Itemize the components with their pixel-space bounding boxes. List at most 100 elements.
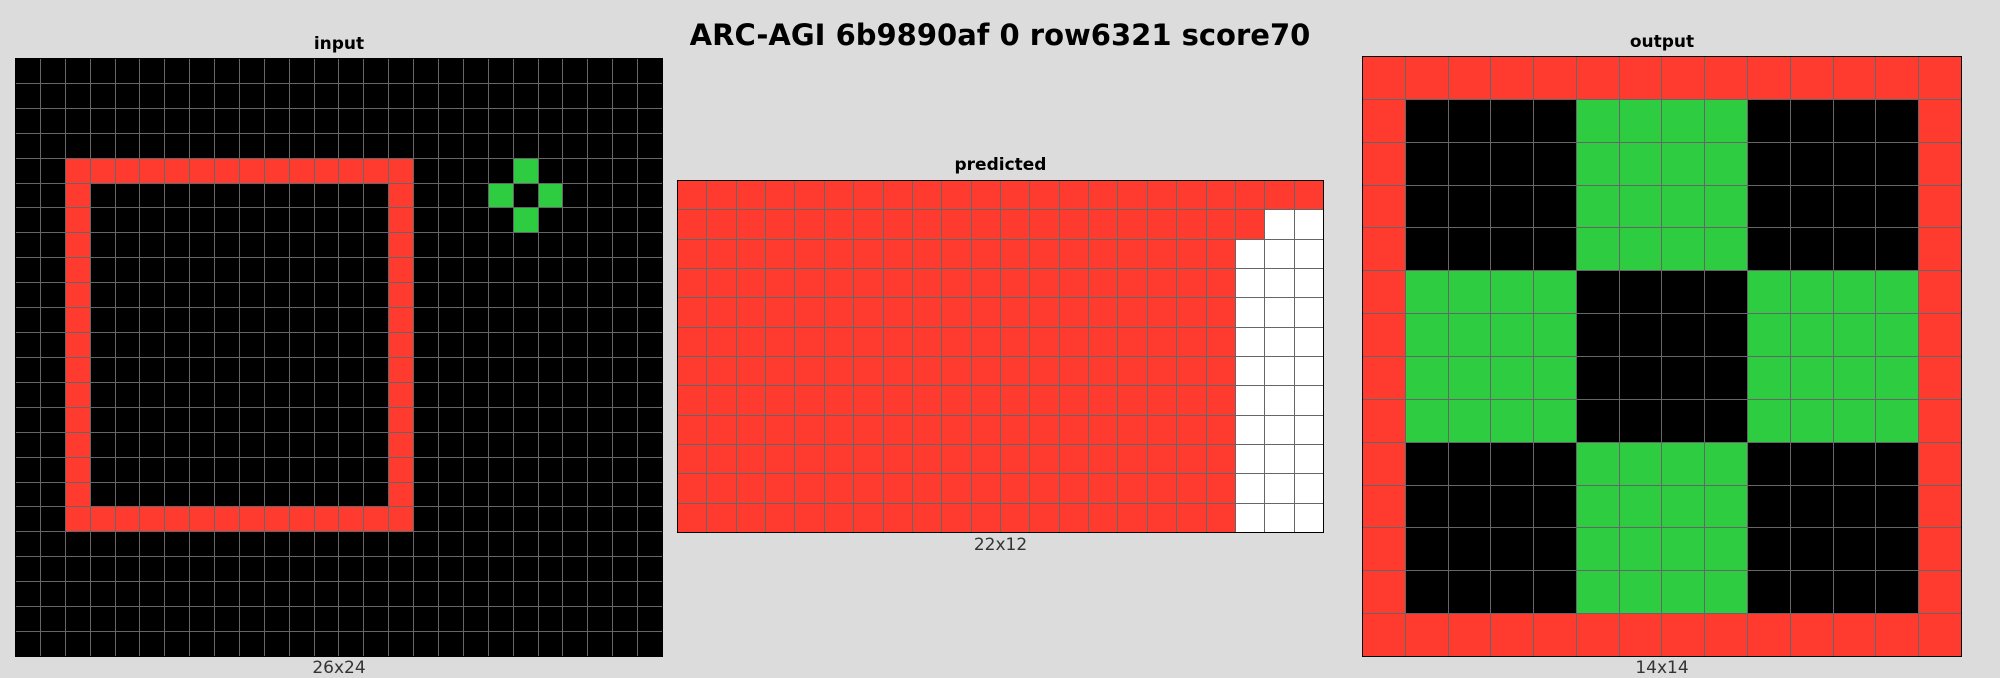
output-cell xyxy=(1491,314,1534,356)
input-cell xyxy=(588,158,613,183)
predicted-cell xyxy=(1000,474,1030,503)
input-cell xyxy=(289,333,314,357)
input-cell xyxy=(439,59,463,83)
input-cell xyxy=(264,158,289,183)
predicted-dims: 22x12 xyxy=(973,535,1028,555)
input-cell xyxy=(588,283,613,308)
predicted-cell xyxy=(1118,503,1147,532)
input-cell xyxy=(140,507,165,532)
output-cell xyxy=(1748,142,1790,185)
input-cell xyxy=(339,582,364,607)
input-cell xyxy=(339,333,364,357)
input-cell xyxy=(588,357,613,382)
output-cell xyxy=(1919,185,1961,228)
input-cell xyxy=(314,133,339,158)
input-panel: input 26x24 xyxy=(15,30,663,678)
input-cell xyxy=(65,382,90,407)
input-cell xyxy=(16,333,40,357)
input-cell xyxy=(339,258,364,283)
input-cell xyxy=(488,333,513,357)
predicted-cell xyxy=(1089,474,1118,503)
output-cell xyxy=(1363,571,1405,614)
input-cell xyxy=(40,607,65,632)
predicted-cell xyxy=(1235,357,1265,386)
input-cell xyxy=(414,357,439,382)
input-cell xyxy=(289,83,314,108)
input-cell xyxy=(289,308,314,333)
input-cell xyxy=(364,532,389,557)
input-cell xyxy=(513,457,538,482)
predicted-cell xyxy=(942,445,971,474)
input-cell xyxy=(90,183,115,208)
predicted-cell xyxy=(795,386,824,415)
predicted-cell xyxy=(854,181,883,210)
input-cell xyxy=(513,482,538,507)
input-cell xyxy=(389,308,414,333)
output-cell xyxy=(1405,185,1448,228)
input-cell xyxy=(115,183,140,208)
input-cell xyxy=(239,59,264,83)
predicted-cell xyxy=(1059,239,1089,268)
predicted-cell xyxy=(1294,386,1323,415)
input-cell xyxy=(90,59,115,83)
input-cell xyxy=(563,532,588,557)
input-cell xyxy=(239,333,264,357)
input-cell xyxy=(264,357,289,382)
input-cell xyxy=(339,283,364,308)
predicted-cell xyxy=(736,386,766,415)
predicted-cell xyxy=(942,474,971,503)
output-cell xyxy=(1705,614,1748,656)
input-cell xyxy=(239,607,264,632)
input-cell xyxy=(190,382,215,407)
input-cell xyxy=(488,308,513,333)
output-cell xyxy=(1534,357,1576,399)
input-cell xyxy=(16,183,40,208)
predicted-cell xyxy=(1147,357,1177,386)
input-cell xyxy=(488,382,513,407)
predicted-cell xyxy=(824,181,854,210)
input-cell xyxy=(414,382,439,407)
input-cell xyxy=(239,283,264,308)
predicted-cell xyxy=(707,181,736,210)
input-cell xyxy=(264,432,289,457)
input-cell xyxy=(239,83,264,108)
output-cell xyxy=(1790,357,1833,399)
input-cell xyxy=(140,432,165,457)
input-cell xyxy=(638,283,662,308)
input-cell xyxy=(414,283,439,308)
predicted-cell xyxy=(736,327,766,356)
input-cell xyxy=(90,632,115,656)
predicted-cell xyxy=(678,327,707,356)
input-cell xyxy=(165,133,190,158)
input-cell xyxy=(90,108,115,133)
input-cell xyxy=(40,333,65,357)
predicted-cell xyxy=(883,503,912,532)
predicted-cell xyxy=(1118,357,1147,386)
input-cell xyxy=(140,333,165,357)
input-cell xyxy=(16,258,40,283)
output-label: output xyxy=(1629,32,1695,52)
input-cell xyxy=(563,183,588,208)
predicted-cell xyxy=(707,415,736,444)
output-cell xyxy=(1448,57,1491,99)
predicted-cell xyxy=(1059,474,1089,503)
input-cell xyxy=(538,59,563,83)
input-cell xyxy=(364,632,389,656)
input-cell xyxy=(90,457,115,482)
input-cell xyxy=(414,83,439,108)
output-cell xyxy=(1833,442,1876,485)
predicted-cell xyxy=(1265,503,1294,532)
input-cell xyxy=(40,532,65,557)
input-cell xyxy=(215,607,239,632)
input-cell xyxy=(613,457,638,482)
input-cell xyxy=(339,507,364,532)
input-cell xyxy=(65,482,90,507)
input-cell xyxy=(613,183,638,208)
output-cell xyxy=(1405,528,1448,571)
input-cell xyxy=(190,607,215,632)
output-cell xyxy=(1576,442,1619,485)
output-cell xyxy=(1705,57,1748,99)
output-cell xyxy=(1534,185,1576,228)
output-cell xyxy=(1534,271,1576,314)
predicted-cell xyxy=(1118,474,1147,503)
